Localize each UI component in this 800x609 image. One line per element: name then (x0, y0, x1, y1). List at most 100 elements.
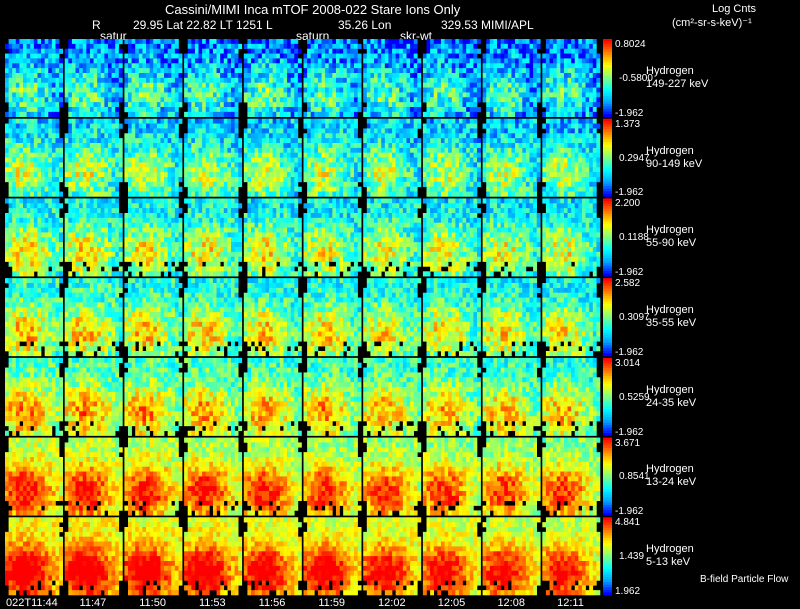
image-panel (363, 438, 421, 516)
image-panel (542, 198, 600, 276)
colorbar-min-label: -1.962 (615, 427, 643, 438)
image-panel (124, 278, 182, 356)
image-panel (483, 198, 541, 276)
colorbar (603, 39, 612, 117)
colorbar-max-label: 0.8024 (615, 39, 646, 50)
image-panel (542, 358, 600, 436)
image-panel (244, 358, 302, 436)
image-panel (304, 517, 362, 595)
image-panel (304, 358, 362, 436)
colorbar-max-label: 3.014 (615, 358, 640, 369)
image-panel (542, 517, 600, 595)
energy-range-label: 24-35 keV (646, 397, 696, 410)
image-panel (184, 198, 242, 276)
image-panel (423, 119, 481, 197)
time-tick-label: 12:05 (438, 597, 466, 609)
image-panel (65, 358, 123, 436)
image-panel (124, 119, 182, 197)
energy-range-label: 35-55 keV (646, 317, 696, 330)
image-panel (5, 517, 63, 595)
image-panel (423, 438, 481, 516)
image-panel (542, 39, 600, 117)
image-panel (483, 517, 541, 595)
colorbar-min-label: -1.962 (615, 267, 643, 278)
time-tick-label: 11:59 (318, 597, 345, 609)
energy-range-label: 5-13 keV (646, 556, 690, 569)
image-panel (244, 438, 302, 516)
image-panel (65, 119, 123, 197)
image-panel (304, 278, 362, 356)
time-tick-label: 11:53 (199, 597, 226, 609)
species-label: Hydrogen (646, 224, 694, 237)
image-panel (5, 278, 63, 356)
time-tick-label: 11:47 (80, 597, 107, 609)
energy-range-label: 55-90 keV (646, 237, 696, 250)
bfield-label: B-field Particle Flow (700, 573, 788, 586)
colorbar (603, 278, 612, 356)
image-panel (184, 278, 242, 356)
image-panel (5, 358, 63, 436)
image-panel (363, 358, 421, 436)
colorbar-mid-label: 0.3097 (619, 312, 650, 323)
image-panel (304, 119, 362, 197)
image-panel (65, 438, 123, 516)
colorbar (603, 198, 612, 276)
image-panel (363, 278, 421, 356)
image-panel (244, 278, 302, 356)
image-panel (5, 39, 63, 117)
colorbar-max-label: 2.200 (615, 198, 640, 209)
image-panel (5, 119, 63, 197)
image-panel (65, 198, 123, 276)
colorbar-min-label: -1.962 (615, 187, 643, 198)
image-panel (423, 358, 481, 436)
species-label: Hydrogen (646, 384, 694, 397)
image-panel (65, 517, 123, 595)
colorbar-min-label: -1.962 (615, 347, 643, 358)
colorbar-mid-label: 0.8541 (619, 471, 650, 482)
species-label: Hydrogen (646, 463, 694, 476)
image-panel (244, 119, 302, 197)
image-panel (483, 438, 541, 516)
image-panel (124, 198, 182, 276)
image-panel (124, 39, 182, 117)
species-label: Hydrogen (646, 304, 694, 317)
image-panel (244, 198, 302, 276)
colorbar (603, 358, 612, 436)
time-tick-label: 11:56 (259, 597, 286, 609)
colorbar-min-label: -1.962 (615, 108, 643, 119)
image-panel (184, 39, 242, 117)
image-panel (124, 358, 182, 436)
species-label: Hydrogen (646, 65, 694, 78)
colorbar (603, 438, 612, 516)
colorbar (603, 517, 612, 595)
energy-range-label: 90-149 keV (646, 158, 702, 171)
colorbar-min-label: -1.962 (615, 506, 643, 517)
image-panel (184, 358, 242, 436)
image-panel (65, 39, 123, 117)
image-panel (363, 119, 421, 197)
image-panel (5, 198, 63, 276)
image-panel (244, 517, 302, 595)
image-panel (542, 278, 600, 356)
image-panel (423, 517, 481, 595)
energy-range-label: 149-227 keV (646, 78, 708, 91)
energy-range-label: 13-24 keV (646, 476, 696, 489)
image-panel (363, 198, 421, 276)
image-panel (304, 198, 362, 276)
colorbar-mid-label: 0.2947 (619, 153, 650, 164)
image-panel (483, 119, 541, 197)
colorbar-min-label: 1.962 (615, 586, 640, 597)
image-panel (542, 438, 600, 516)
image-panel (363, 517, 421, 595)
time-tick-label: 11:50 (139, 597, 166, 609)
time-tick-label: 12:08 (497, 597, 525, 609)
image-panel (65, 278, 123, 356)
image-panel (184, 438, 242, 516)
time-tick-label: 12:02 (378, 597, 406, 609)
image-panel (542, 119, 600, 197)
image-panel (483, 39, 541, 117)
species-label: Hydrogen (646, 145, 694, 158)
colorbar-mid-label: 0.5259 (619, 392, 650, 403)
time-tick-label: 12:11 (557, 597, 584, 609)
image-panel (363, 39, 421, 117)
